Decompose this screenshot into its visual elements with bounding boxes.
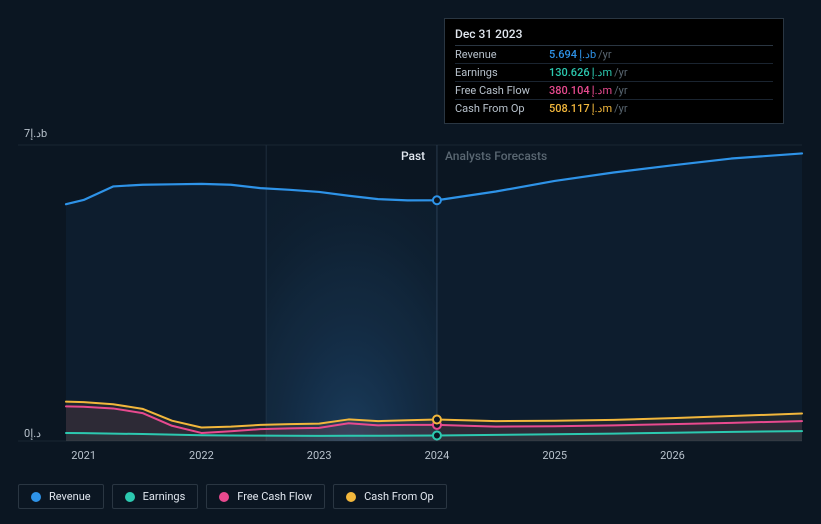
legend-label: Revenue	[49, 490, 91, 503]
legend-item-cash_from_op[interactable]: Cash From Op	[333, 484, 447, 509]
forecast-region-label: Analysts Forecasts	[445, 149, 547, 163]
x-axis-tick: 2023	[307, 449, 332, 462]
legend-swatch	[125, 492, 135, 502]
tooltip-metric-unit: د.إm	[592, 84, 613, 97]
legend-swatch	[31, 492, 41, 502]
tooltip-metric-label: Cash From Op	[455, 102, 549, 115]
tooltip-row-cash_from_op: Cash From Op508.117د.إm /yr	[455, 100, 773, 117]
tooltip-metric-value: 130.626	[549, 66, 590, 79]
hover-tooltip: Dec 31 2023 Revenue5.694د.إb /yrEarnings…	[444, 18, 784, 124]
tooltip-metric-label: Earnings	[455, 66, 549, 79]
x-axis-tick: 2021	[71, 449, 96, 462]
tooltip-row-free_cash_flow: Free Cash Flow380.104د.إm /yr	[455, 82, 773, 100]
y-axis-min-label: 0د.إ	[24, 427, 41, 440]
tooltip-metric-suffix: /yr	[598, 48, 611, 61]
tooltip-date: Dec 31 2023	[455, 25, 773, 46]
financials-chart: 7د.إb 0د.إ Past Analysts Forecasts 2021 2…	[18, 0, 803, 524]
legend-label: Free Cash Flow	[237, 490, 312, 503]
tooltip-metric-label: Revenue	[455, 48, 549, 61]
tooltip-metric-value: 508.117	[549, 102, 590, 115]
legend-swatch	[219, 492, 229, 502]
tooltip-metric-unit: د.إb	[579, 48, 596, 61]
x-axis-tick: 2022	[189, 449, 214, 462]
tooltip-metric-suffix: /yr	[614, 102, 627, 115]
tooltip-metric-suffix: /yr	[614, 84, 627, 97]
tooltip-metric-label: Free Cash Flow	[455, 84, 549, 97]
tooltip-metric-value: 380.104	[549, 84, 590, 97]
legend-swatch	[346, 492, 356, 502]
x-axis-tick: 2026	[660, 449, 685, 462]
legend-item-free_cash_flow[interactable]: Free Cash Flow	[206, 484, 325, 509]
chart-legend: Revenue Earnings Free Cash Flow Cash From O…	[18, 484, 447, 509]
y-axis-max-label: 7د.إb	[24, 127, 47, 140]
x-axis-tick: 2025	[542, 449, 567, 462]
legend-label: Cash From Op	[364, 490, 434, 503]
x-axis-tick: 2024	[425, 449, 450, 462]
tooltip-metric-value: 5.694	[549, 48, 577, 61]
legend-item-earnings[interactable]: Earnings	[112, 484, 199, 509]
tooltip-metric-suffix: /yr	[614, 66, 627, 79]
past-region-label: Past	[401, 149, 425, 163]
tooltip-metric-unit: د.إm	[592, 66, 613, 79]
tooltip-row-earnings: Earnings130.626د.إm /yr	[455, 64, 773, 82]
legend-item-revenue[interactable]: Revenue	[18, 484, 104, 509]
tooltip-row-revenue: Revenue5.694د.إb /yr	[455, 46, 773, 64]
legend-label: Earnings	[143, 490, 186, 503]
tooltip-metric-unit: د.إm	[592, 102, 613, 115]
